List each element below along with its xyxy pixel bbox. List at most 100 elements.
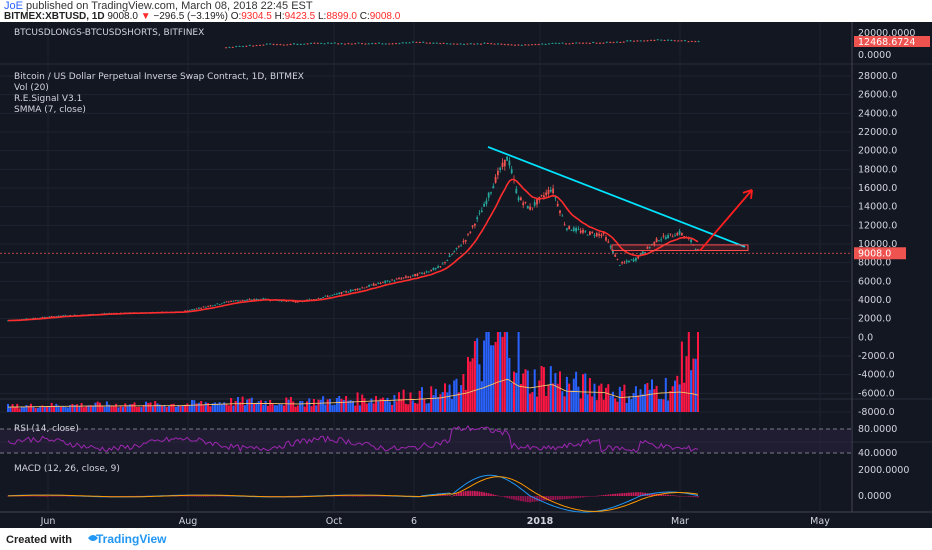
- volume-bar: [338, 395, 341, 412]
- candle-body: [503, 159, 506, 167]
- volume-bar: [99, 402, 101, 412]
- volume-bar: [607, 384, 610, 412]
- macd-histogram-bar: [186, 495, 189, 497]
- ls-candle-body: [452, 43, 455, 45]
- chart-svg[interactable]: 28000.0 26000.0 24000.0 22000.0 20000.0 18000…: [0, 22, 932, 528]
- candle-body: [186, 310, 189, 312]
- candle-body: [547, 189, 550, 194]
- volume-bar: [333, 404, 336, 412]
- ls-candle-body: [544, 44, 547, 45]
- volume-bar: [434, 388, 437, 412]
- candle-body: [356, 288, 359, 290]
- volume-bar: [232, 405, 235, 412]
- trend-line: [487, 146, 746, 248]
- ls-candle-body: [527, 44, 530, 46]
- macd-histogram-bar: [547, 496, 550, 501]
- candle-body: [345, 291, 347, 293]
- volume-bar: [303, 406, 306, 412]
- volume-bar: [469, 361, 472, 412]
- candle-body: [614, 254, 617, 257]
- volume-bar: [547, 385, 550, 412]
- y-tick-label: 12000.0: [858, 220, 897, 231]
- volume-bar: [404, 403, 407, 412]
- ls-candle-body: [327, 42, 329, 44]
- volume-bar: [556, 383, 559, 412]
- macd-histogram-bar: [480, 491, 483, 496]
- ls-candle-body: [629, 40, 632, 42]
- price-tag-label: 12468.6724: [858, 37, 915, 48]
- volume-bar: [570, 390, 573, 412]
- volume-bar: [310, 406, 313, 412]
- volume-bar: [418, 390, 421, 412]
- ls-candle-body: [680, 40, 683, 42]
- candle-body: [478, 212, 481, 214]
- candle-body: [322, 297, 324, 298]
- candle-body: [430, 269, 433, 272]
- ls-candle-body: [476, 43, 479, 45]
- ls-candle-body: [354, 43, 357, 45]
- candle-body: [53, 316, 55, 318]
- volume-bar: [655, 385, 658, 412]
- macd-histogram-bar: [543, 496, 545, 501]
- candle-body: [333, 293, 336, 295]
- y-tick-label: 0.0000: [858, 50, 891, 61]
- candle-body: [522, 202, 525, 206]
- ls-candle-body: [568, 43, 571, 45]
- ls-candle-body: [520, 45, 523, 46]
- macd-histogram-bar: [209, 496, 212, 497]
- macd-histogram-bar: [46, 495, 48, 497]
- ls-candle-body: [575, 42, 578, 44]
- candle-body: [655, 238, 658, 243]
- candle-body: [407, 276, 410, 278]
- volume-bar: [296, 405, 299, 412]
- ls-candle-body: [633, 40, 635, 42]
- candle-body: [191, 309, 193, 311]
- candle-body: [593, 235, 596, 236]
- volume-bar: [248, 398, 251, 412]
- volume-bar: [439, 394, 442, 412]
- volume-bar: [273, 405, 276, 412]
- ls-candle-body: [690, 41, 693, 42]
- author-link[interactable]: JoE: [4, 0, 23, 12]
- volume-bar: [444, 383, 446, 412]
- chart-area[interactable]: 28000.0 26000.0 24000.0 22000.0 20000.0 18000…: [0, 22, 932, 528]
- tradingview-brand[interactable]: TradingView: [96, 532, 167, 546]
- candle-body: [621, 262, 623, 264]
- candle-body: [405, 276, 407, 278]
- macd-histogram-bar: [531, 496, 534, 502]
- macd-histogram-bar: [365, 496, 368, 497]
- candle-body: [375, 284, 377, 286]
- candle-body: [469, 231, 472, 233]
- macd-histogram-bar: [25, 495, 28, 497]
- volume-bar: [317, 399, 320, 412]
- candle-body: [510, 169, 513, 174]
- ls-candle-body: [626, 40, 629, 42]
- candle-body: [370, 284, 373, 286]
- ls-candle-body: [524, 44, 527, 46]
- volume-bar: [278, 403, 281, 412]
- ls-candle-body: [388, 43, 391, 45]
- volume-bar: [545, 395, 548, 412]
- candle-body: [595, 233, 598, 237]
- volume-bar: [423, 398, 426, 412]
- macd-histogram-bar: [191, 495, 193, 497]
- macd-histogram-bar: [494, 494, 497, 496]
- macd-histogram-bar: [648, 493, 651, 496]
- macd-histogram-bar: [41, 495, 44, 497]
- macd-histogram-bar: [60, 496, 62, 497]
- ls-candle-body: [643, 40, 646, 42]
- volume-bar: [485, 332, 488, 412]
- y-tick-label: 22000.0: [858, 127, 897, 138]
- volume-bar: [200, 401, 203, 412]
- macd-histogram-bar: [356, 495, 359, 497]
- candle-body: [214, 304, 216, 306]
- ls-candle-body: [364, 43, 367, 45]
- volume-bar: [533, 369, 536, 412]
- candle-body: [467, 234, 469, 235]
- macd-histogram-bar: [379, 496, 382, 497]
- ls-candle-body: [510, 44, 513, 46]
- candle-body: [471, 225, 474, 227]
- volume-bar: [646, 382, 649, 412]
- volume-bar: [690, 370, 693, 412]
- macd-histogram-bar: [572, 496, 575, 499]
